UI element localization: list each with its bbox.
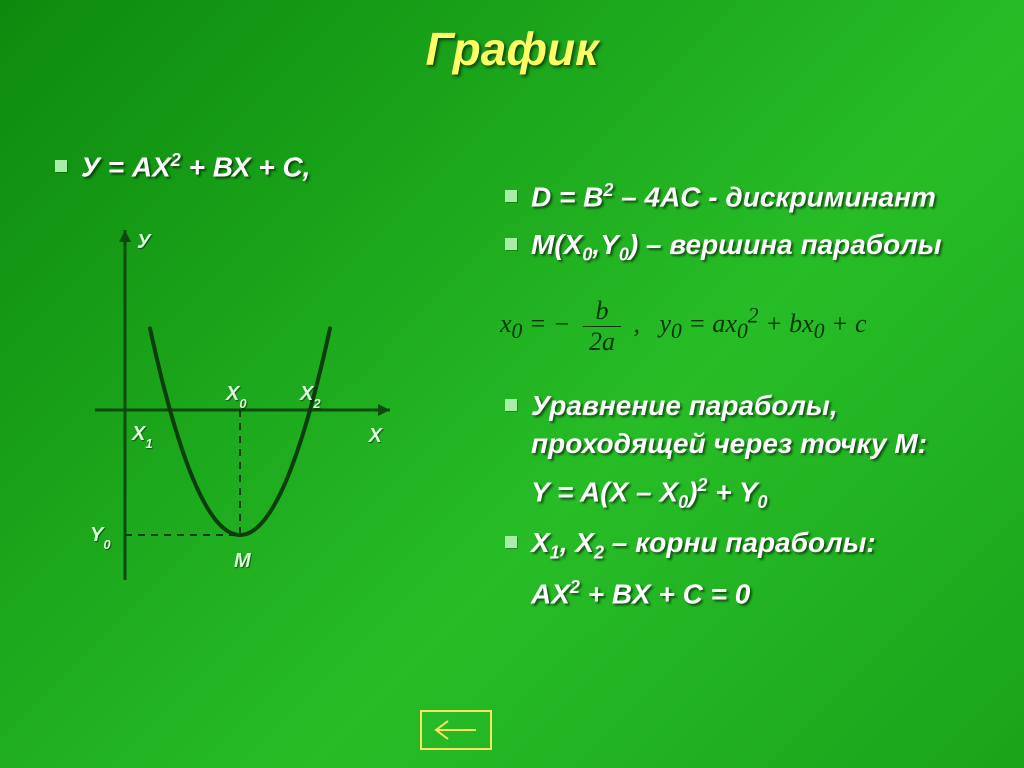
bullet-square-icon	[505, 536, 517, 548]
bullet-square-icon	[55, 160, 67, 172]
bullet-row: M(X0,Y0) – вершина параболы	[505, 226, 985, 267]
svg-text:M: M	[234, 550, 252, 572]
slide: График У = АХ2 + ВХ + С, УХX1X0X2Y0M D =…	[0, 0, 1024, 768]
y0-rhs: , y0 = ax02 + bx0 + c	[633, 309, 866, 338]
bullet-row: D = B2 – 4AC - дискриминант	[505, 178, 985, 216]
svg-text:Y0: Y0	[90, 524, 111, 552]
vertex-coordinates-formula: x0 = − b 2a , y0 = ax02 + bx0 + c	[500, 296, 867, 357]
svg-text:У: У	[137, 231, 152, 253]
bullet-square-icon	[505, 190, 517, 202]
bullet-square-icon	[505, 238, 517, 250]
bullet-row: Уравнение параболы, проходящей через точ…	[505, 387, 985, 463]
bullet-row: X1, X2 – корни параболы:	[505, 524, 985, 565]
standard-form-zero-label: AX2 + BX + C = 0	[531, 575, 750, 613]
slide-title: График	[0, 22, 1024, 76]
bullet-row: У = АХ2 + ВХ + С,	[55, 148, 455, 186]
bullet-row: AX2 + BX + C = 0	[531, 575, 985, 613]
fraction: b 2a	[583, 296, 621, 357]
svg-text:Х: Х	[368, 425, 384, 447]
vertex-label: M(X0,Y0) – вершина параболы	[531, 226, 942, 267]
back-button[interactable]	[420, 710, 492, 750]
bullet-row: Y = A(X – X0)2 + Y0	[531, 473, 985, 514]
fraction-numerator: b	[583, 296, 621, 327]
left-column: У = АХ2 + ВХ + С,	[55, 148, 455, 196]
discriminant-label: D = B2 – 4AC - дискриминант	[531, 178, 936, 216]
x0-lhs: x0 =	[500, 309, 553, 338]
right-column: D = B2 – 4AC - дискриминант M(X0,Y0) – в…	[505, 178, 985, 623]
vertex-form-label: Y = A(X – X0)2 + Y0	[531, 473, 768, 514]
fraction-denominator: 2a	[583, 327, 621, 357]
svg-text:X0: X0	[225, 383, 247, 411]
roots-label: X1, X2 – корни параболы:	[531, 524, 876, 565]
minus-sign: −	[553, 309, 571, 338]
parabola-graph: УХX1X0X2Y0M	[85, 220, 405, 600]
equation-through-m-label: Уравнение параболы, проходящей через точ…	[531, 387, 985, 463]
bullet-square-icon	[505, 399, 517, 411]
quadratic-formula-label: У = АХ2 + ВХ + С,	[81, 148, 310, 186]
svg-text:X1: X1	[131, 423, 153, 451]
arrow-left-icon	[434, 719, 478, 741]
